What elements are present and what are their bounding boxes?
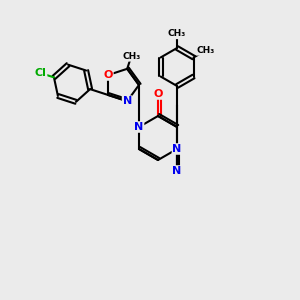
Text: N: N <box>123 96 132 106</box>
Text: N: N <box>172 166 182 176</box>
Text: Cl: Cl <box>35 68 46 78</box>
Text: N: N <box>172 144 182 154</box>
Text: O: O <box>103 70 113 80</box>
Text: N: N <box>134 122 144 132</box>
Text: CH₃: CH₃ <box>196 46 215 55</box>
Text: CH₃: CH₃ <box>122 52 140 61</box>
Text: O: O <box>153 89 163 99</box>
Text: CH₃: CH₃ <box>168 29 186 38</box>
